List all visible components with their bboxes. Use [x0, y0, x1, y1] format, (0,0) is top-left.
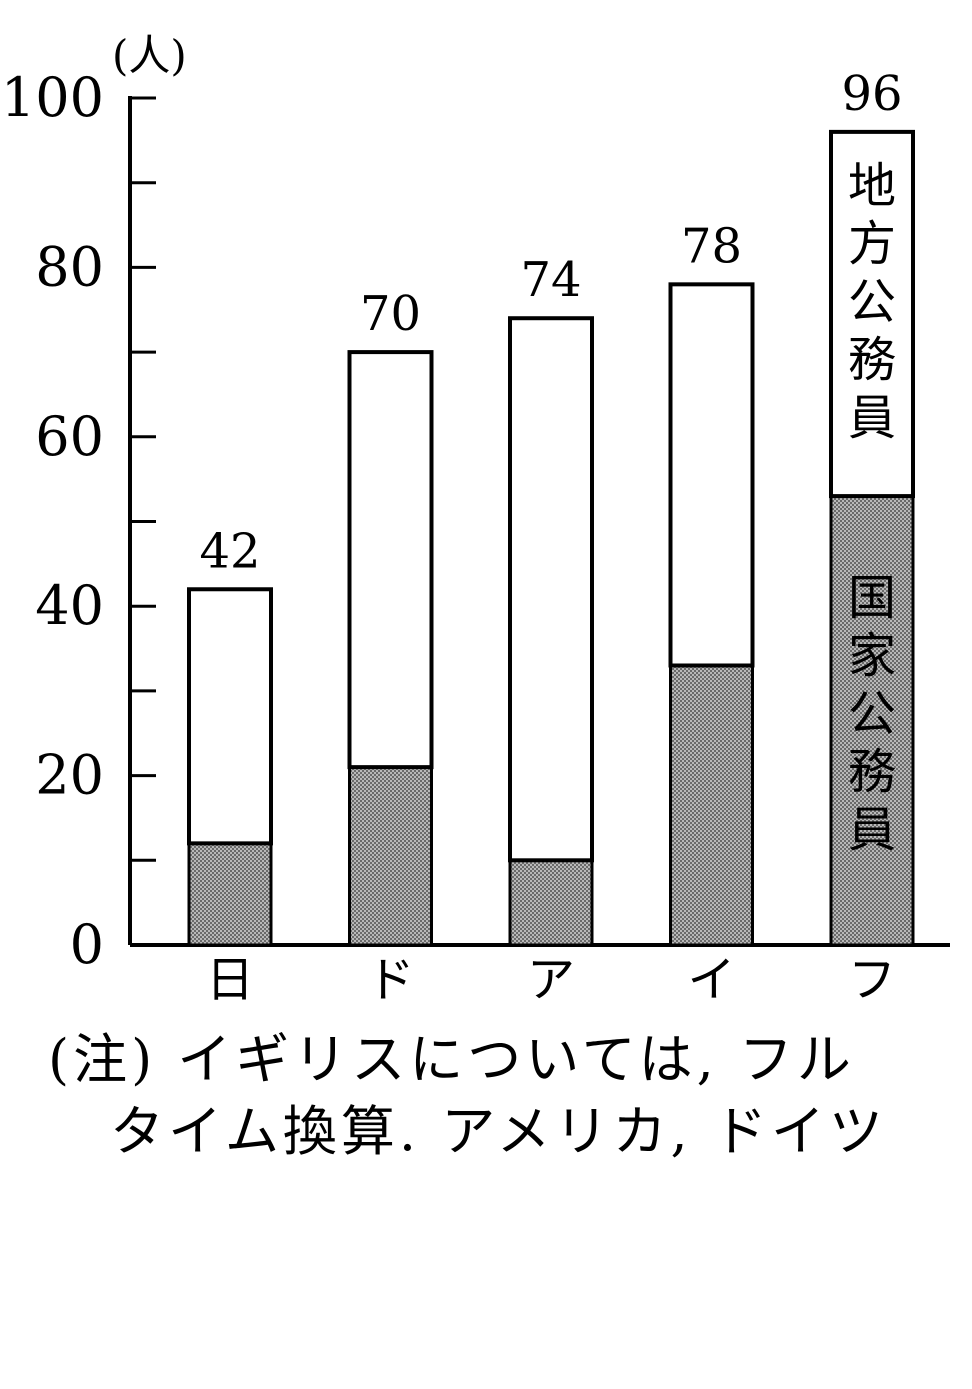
category-label-char: イ [687, 952, 735, 1008]
bar-segment-national [669, 663, 754, 947]
category-label: フランス [848, 952, 896, 1182]
category-label-char: ア [527, 952, 575, 1008]
y-tick-label: 60 [35, 405, 104, 468]
y-tick-label: 40 [35, 574, 104, 637]
legend-national-char: 家 [848, 628, 896, 684]
category-label: ドイツ [366, 952, 414, 1124]
legend-local-char: 方 [848, 216, 896, 272]
bar-segment-local [668, 282, 755, 668]
y-tick-label: 100 [1, 66, 104, 129]
bar-segment-local [347, 350, 434, 770]
bar-segment-national [348, 765, 433, 947]
y-tick-label: 0 [70, 913, 104, 976]
category-label-char: 日 [206, 952, 254, 1008]
footnote-line-1: (注) イギリスについては, フル [48, 1028, 855, 1091]
bar-segment-national [508, 858, 594, 947]
footnote-line-2: タイム換算. アメリカ, ドイツ [110, 1100, 887, 1163]
legend-national-char: 務 [848, 744, 896, 800]
axes: 0 20 40 60 80 100(人) [1, 31, 950, 976]
chart-svg: 0 20 40 60 80 100(人) 42 日本 70 ドイツ 74 アメリカ 78 イギリス 96 フ… [1, 31, 950, 1182]
legend-local-char: 地 [848, 158, 896, 214]
category-label: イギリス [687, 952, 735, 1182]
legend-local-char: 公 [848, 274, 896, 330]
legend-national-char: 員 [848, 802, 896, 858]
y-tick-label: 80 [35, 235, 104, 298]
legend-local-char: 務 [848, 332, 896, 388]
bar-total-label: 42 [199, 523, 260, 579]
bar-total-label: 96 [841, 66, 902, 122]
category-label-char: ド [366, 952, 414, 1008]
y-unit-label: (人) [112, 31, 187, 80]
bar-total-label: 74 [520, 252, 581, 308]
category-label: アメリカ [527, 952, 575, 1182]
category-label: 日本 [206, 952, 254, 1066]
category-label-char: フ [848, 952, 896, 1008]
bars [187, 129, 915, 947]
bar-segment-local [187, 587, 273, 846]
bar-total-label: 78 [681, 218, 742, 274]
bar-segment-local [508, 316, 594, 863]
bar-total-label: 70 [360, 286, 421, 342]
y-tick-label: 20 [35, 744, 104, 807]
legend-national-char: 国 [848, 570, 896, 626]
legend-national-char: 公 [848, 686, 896, 742]
bar-segment-local [829, 129, 915, 499]
legend-local-char: 員 [848, 390, 896, 446]
bar-segment-national [187, 841, 273, 947]
bar-segment-national [829, 494, 915, 947]
